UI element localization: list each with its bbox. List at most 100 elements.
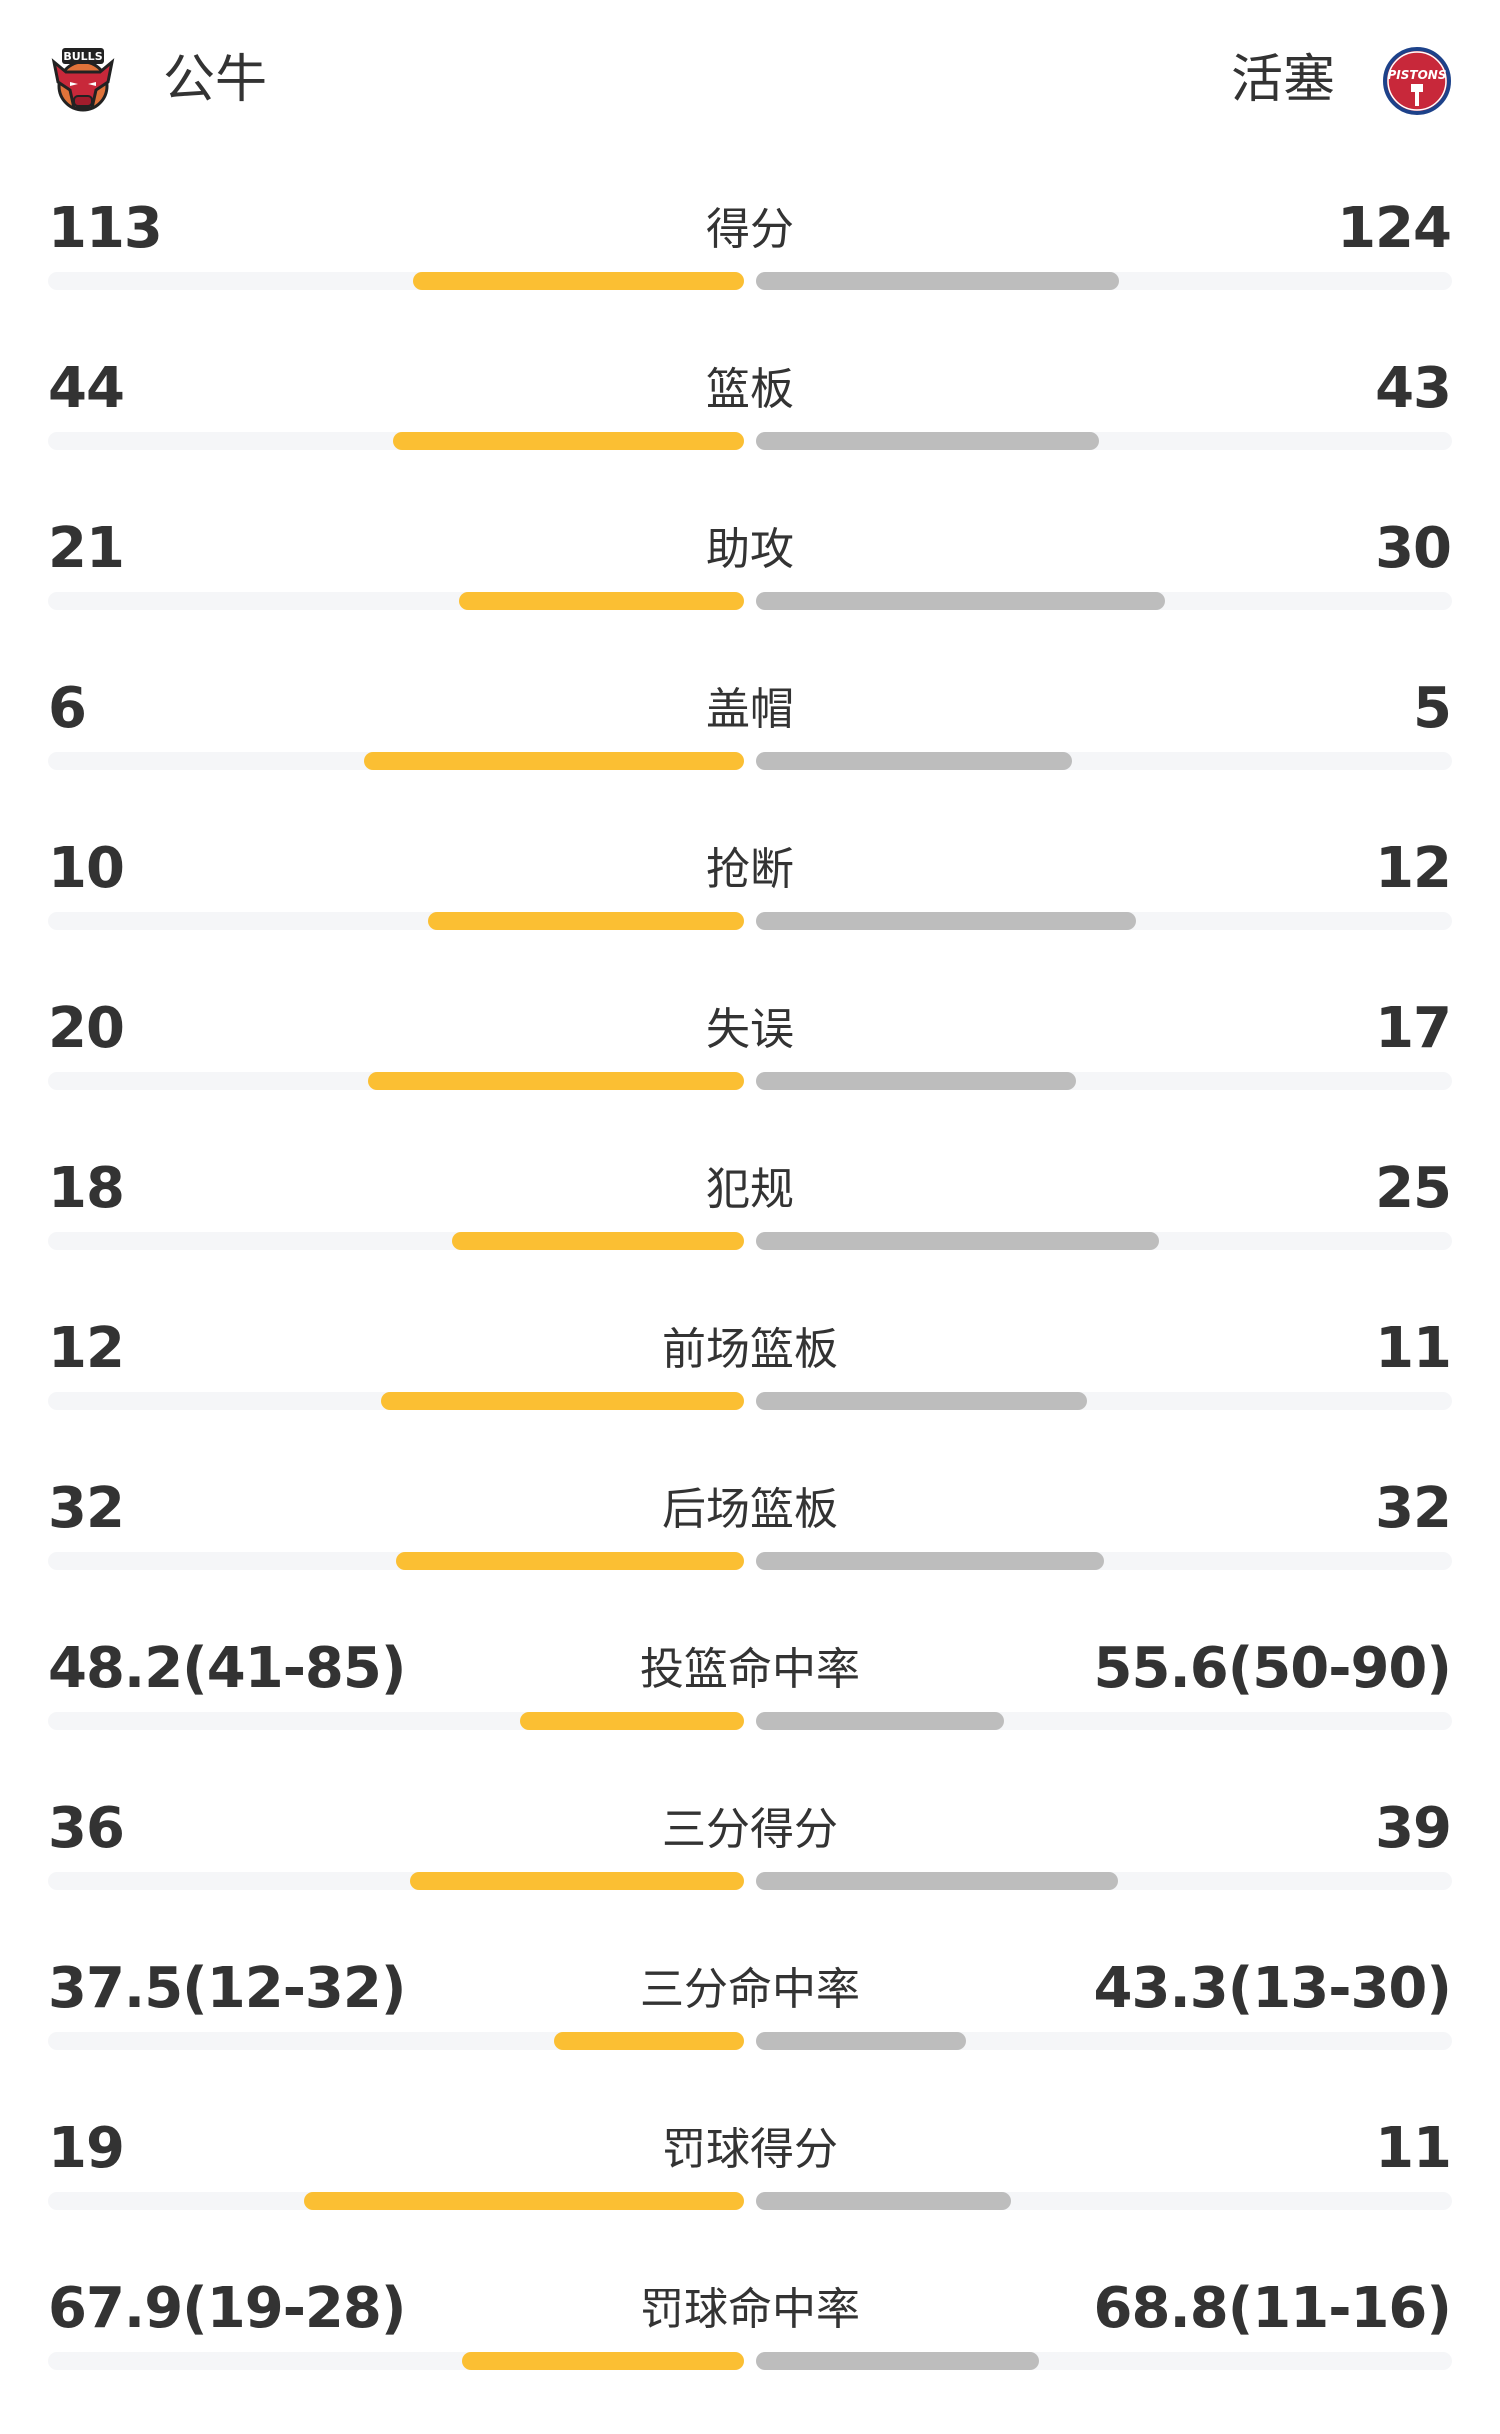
stat-row: 6 盖帽 5	[0, 674, 1500, 834]
stat-label: 犯规	[706, 1164, 794, 1215]
stat-row: 37.5(12-32) 三分命中率 43.3(13-30)	[0, 1954, 1500, 2114]
stat-label: 罚球命中率	[640, 2284, 860, 2335]
away-bar-track	[756, 592, 1452, 610]
stat-row: 21 助攻 30	[0, 514, 1500, 674]
home-bar-fill	[409, 1872, 744, 1890]
stat-row: 44 篮板 43	[0, 354, 1500, 514]
stat-label: 投篮命中率	[640, 1644, 860, 1695]
away-bar-fill	[756, 912, 1137, 930]
away-stat-value: 17	[1375, 996, 1452, 1061]
away-bar-fill	[756, 2192, 1011, 2210]
home-stat-value: 10	[48, 836, 125, 901]
home-bar-fill	[396, 1552, 744, 1570]
home-bar-track	[48, 592, 744, 610]
svg-text:BULLS: BULLS	[63, 50, 102, 63]
away-bar-track	[756, 1552, 1452, 1570]
home-bar-track	[48, 752, 744, 770]
home-stat-value: 37.5(12-32)	[48, 1956, 406, 2021]
home-stat-value: 67.9(19-28)	[48, 2276, 406, 2341]
away-stat-value: 55.6(50-90)	[1093, 1636, 1452, 1701]
away-bar-fill	[756, 1072, 1077, 1090]
away-stat-value: 25	[1375, 1156, 1452, 1221]
away-bar-fill	[756, 1872, 1118, 1890]
away-bar-track	[756, 1232, 1452, 1250]
svg-text:PISTONS: PISTONS	[1388, 68, 1447, 82]
home-stat-value: 19	[48, 2116, 125, 2181]
away-stat-value: 39	[1375, 1796, 1452, 1861]
away-bar-fill	[756, 2352, 1040, 2370]
home-bar-track	[48, 1232, 744, 1250]
away-team-name: 活塞	[1230, 50, 1335, 110]
stat-label: 篮板	[706, 364, 794, 415]
home-stat-value: 36	[48, 1796, 125, 1861]
away-bar-track	[756, 2192, 1452, 2210]
home-team-name: 公牛	[163, 50, 268, 110]
home-bar-track	[48, 2032, 744, 2050]
home-bar-track	[48, 1712, 744, 1730]
home-bar-track	[48, 1872, 744, 1890]
home-stat-value: 20	[48, 996, 125, 1061]
away-stat-value: 32	[1375, 1476, 1452, 1541]
bulls-logo-icon: BULLS	[51, 48, 115, 112]
home-bar-track	[48, 912, 744, 930]
stat-label: 失误	[706, 1004, 794, 1055]
stat-row: 32 后场篮板 32	[0, 1474, 1500, 1634]
away-bar-fill	[756, 1392, 1088, 1410]
away-bar-fill	[756, 1232, 1159, 1250]
away-stat-value: 30	[1375, 516, 1452, 581]
home-stat-value: 18	[48, 1156, 125, 1221]
home-bar-fill	[380, 1392, 744, 1410]
away-bar-track	[756, 1712, 1452, 1730]
away-bar-track	[756, 912, 1452, 930]
stat-label: 罚球得分	[662, 2124, 838, 2175]
away-bar-track	[756, 272, 1452, 290]
away-bar-fill	[756, 2032, 967, 2050]
away-bar-track	[756, 1072, 1452, 1090]
away-stat-value: 43.3(13-30)	[1093, 1956, 1452, 2021]
stat-label: 三分命中率	[640, 1964, 860, 2015]
home-bar-track	[48, 2352, 744, 2370]
away-stat-value: 11	[1375, 1316, 1452, 1381]
stat-label: 抢断	[706, 844, 794, 895]
home-stat-value: 6	[48, 676, 87, 741]
home-bar-track	[48, 1392, 744, 1410]
home-stat-value: 48.2(41-85)	[48, 1636, 406, 1701]
home-bar-fill	[393, 432, 744, 450]
home-bar-fill	[519, 1712, 744, 1730]
stat-row: 113 得分 124	[0, 194, 1500, 354]
away-bar-track	[756, 432, 1452, 450]
home-bar-fill	[368, 1072, 744, 1090]
home-bar-fill	[412, 272, 744, 290]
home-bar-fill	[458, 592, 744, 610]
home-bar-track	[48, 1552, 744, 1570]
home-stat-value: 44	[48, 356, 125, 421]
home-bar-track	[48, 1072, 744, 1090]
home-bar-track	[48, 272, 744, 290]
away-stat-value: 124	[1337, 196, 1452, 261]
away-bar-track	[756, 752, 1452, 770]
away-bar-fill	[756, 592, 1166, 610]
home-bar-fill	[428, 912, 744, 930]
away-stat-value: 68.8(11-16)	[1093, 2276, 1452, 2341]
away-bar-fill	[756, 432, 1100, 450]
away-bar-track	[756, 1872, 1452, 1890]
stat-label: 助攻	[706, 524, 794, 575]
away-bar-track	[756, 1392, 1452, 1410]
home-bar-fill	[462, 2352, 744, 2370]
pistons-logo-icon: PISTONS	[1383, 47, 1451, 115]
home-bar-fill	[554, 2032, 744, 2050]
stat-label: 后场篮板	[662, 1484, 838, 1535]
away-bar-fill	[756, 1712, 1005, 1730]
stat-row: 18 犯规 25	[0, 1154, 1500, 1314]
away-bar-track	[756, 2032, 1452, 2050]
home-bar-track	[48, 432, 744, 450]
stat-row: 12 前场篮板 11	[0, 1314, 1500, 1474]
home-bar-fill	[452, 1232, 744, 1250]
away-stat-value: 11	[1375, 2116, 1452, 2181]
home-stat-value: 113	[48, 196, 163, 261]
team-header: BULLS 公牛 活塞 PISTONS	[0, 0, 1500, 160]
stat-row: 67.9(19-28) 罚球命中率 68.8(11-16)	[0, 2274, 1500, 2434]
away-bar-fill	[756, 272, 1120, 290]
away-bar-track	[756, 2352, 1452, 2370]
away-bar-fill	[756, 1552, 1104, 1570]
